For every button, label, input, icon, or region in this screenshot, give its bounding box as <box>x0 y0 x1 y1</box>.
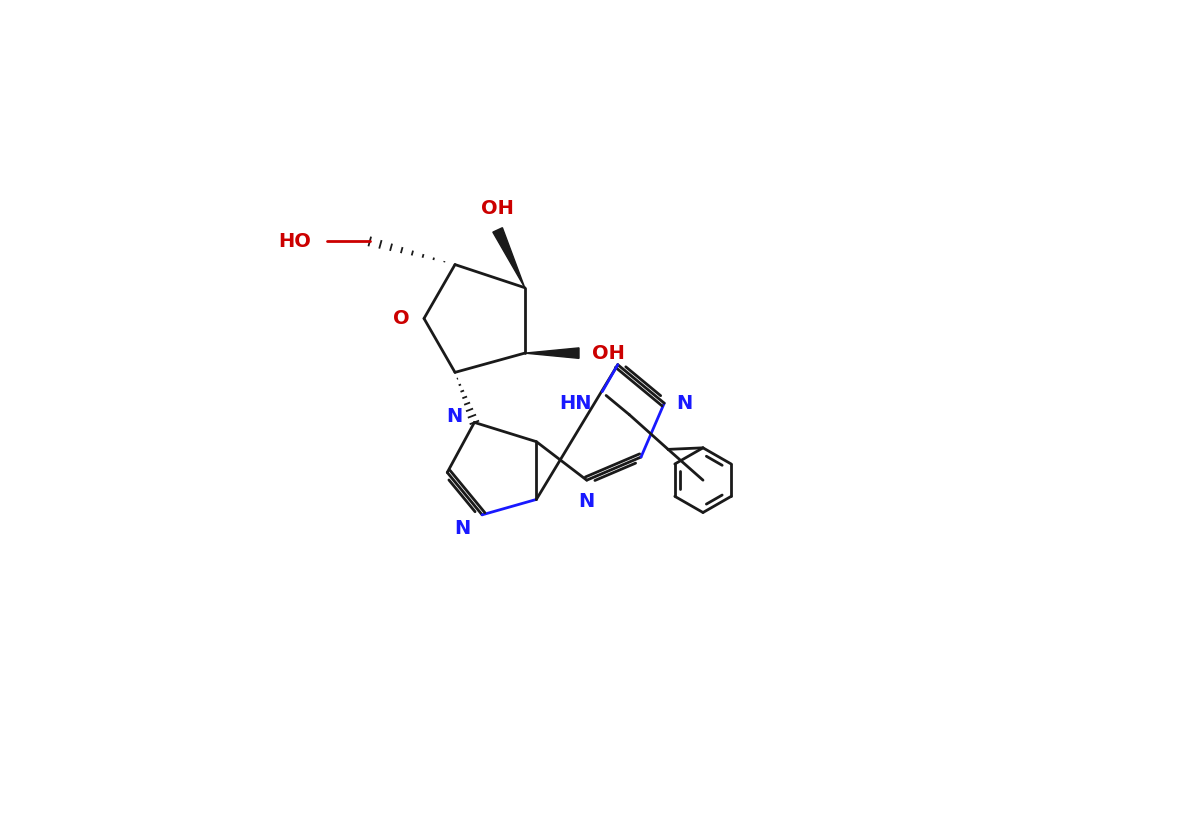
Text: HN: HN <box>560 394 592 412</box>
Text: N: N <box>579 492 594 510</box>
Text: N: N <box>447 406 463 426</box>
Text: N: N <box>454 519 470 538</box>
Polygon shape <box>493 228 525 287</box>
Text: HO: HO <box>279 232 312 251</box>
Text: OH: OH <box>592 344 625 363</box>
Text: OH: OH <box>481 199 515 219</box>
Text: O: O <box>393 309 410 328</box>
Text: N: N <box>675 394 692 412</box>
Polygon shape <box>525 348 579 359</box>
